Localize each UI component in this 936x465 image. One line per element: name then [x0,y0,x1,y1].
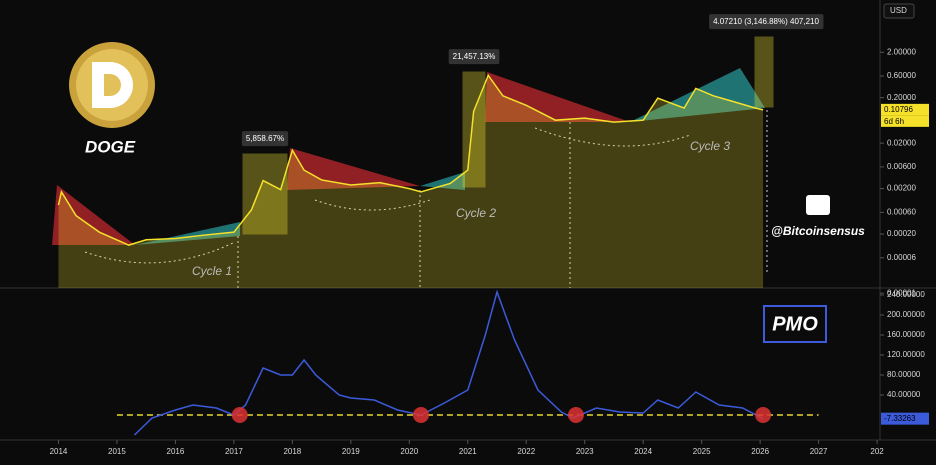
y-tick-label: 160.00000 [887,330,925,339]
series-line [57,73,764,246]
accumulation-zone [630,68,765,122]
y-tick-label: 0.00600 [887,162,916,171]
gain-label: 4.07210 (3,146.88%) 407,210 [713,17,819,26]
indicator-box [763,305,827,343]
y-tick-label: 200.00000 [887,310,925,319]
signal-marker [755,407,772,423]
decline-zone [52,185,135,245]
currency-label: USD [890,6,907,15]
y-tick-label: 80.00000 [887,370,921,379]
cycle-label: Cycle 2 [456,206,496,220]
y-tick-label: 0.60000 [887,71,916,80]
countdown: 6d 6h [884,117,904,126]
countdown-box [881,115,929,127]
area [58,75,764,288]
x-tick-label: 2025 [693,447,711,456]
last-price-box [881,103,929,116]
gain-box [754,36,774,108]
y-tick-label: 0.00001 [887,288,916,297]
y-tick-label: 0.02000 [887,138,916,147]
signal-marker [412,407,429,423]
x-tick-label: 2022 [517,447,535,456]
x-tick-label: 2023 [576,447,594,456]
currency-box [883,3,915,19]
doge-logo-mark [92,62,133,108]
brand-handle: @Bitcoinsensus [771,224,865,238]
gain-label-box [448,49,500,65]
x-tick-label: 2014 [50,447,68,456]
x-tick-label: 2019 [342,447,360,456]
brand-logo [806,195,830,215]
gain-label-box [241,131,289,147]
doge-logo-inner [76,49,148,121]
x-tick-label: 2026 [751,447,769,456]
gain-label: 5,858.67% [246,134,284,143]
last-price: 0.10796 [884,105,913,114]
cycle-label: Cycle 3 [690,139,730,153]
indicator-label: PMO [772,313,818,335]
cycle-arrows [84,127,691,264]
x-tick-label: 202 [870,447,884,456]
asset-label: DOGE [85,137,136,156]
x-tick-label: 2018 [283,447,301,456]
y-tick-label: 0.00006 [887,253,916,262]
y-tick-label: 0.00060 [887,207,916,216]
y-tick-label: 120.00000 [887,350,925,359]
cycle-label: Cycle 1 [192,264,232,278]
gain-label: 21,457.13% [453,52,496,61]
x-tick-label: 2017 [225,447,243,456]
x-tick-label: 2016 [167,447,185,456]
x-tick-label: 2020 [400,447,418,456]
accumulation-zone [420,172,465,190]
cycle-markers [237,110,768,288]
x-tick-label: 2024 [634,447,652,456]
y-tick-label: 40.00000 [887,390,921,399]
signal-marker [567,407,584,423]
y-tick-label: 0.00020 [887,229,916,238]
last-pmo: -7.33263 [884,414,916,423]
last-pmo-box [881,412,929,425]
y-tick-label: 2.00000 [887,47,916,56]
x-tick-label: 2021 [459,447,477,456]
gain-box [242,153,288,235]
gain-label-box [709,14,824,30]
y-tick-label: 0.00200 [887,184,916,193]
signal-marker [231,407,248,423]
decline-zone [485,72,630,122]
y-tick-label: 0.20000 [887,93,916,102]
y-tick-label: 240.00000 [887,290,925,299]
x-tick-label: 2015 [108,447,126,456]
x-tick-label: 2027 [810,447,828,456]
